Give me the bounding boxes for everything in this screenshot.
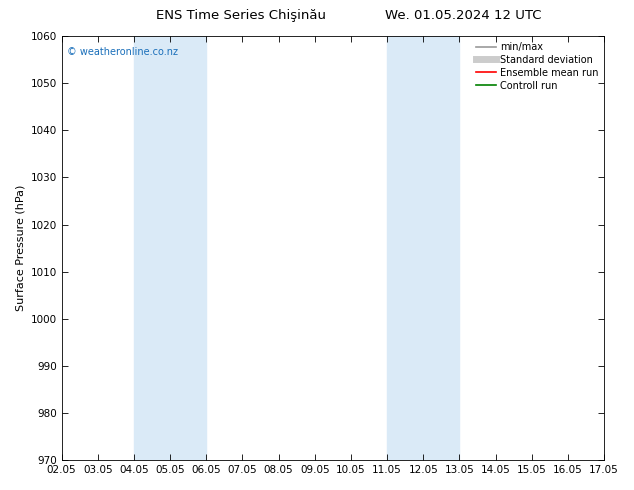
Legend: min/max, Standard deviation, Ensemble mean run, Controll run: min/max, Standard deviation, Ensemble me… <box>472 38 602 95</box>
Y-axis label: Surface Pressure (hPa): Surface Pressure (hPa) <box>15 185 25 311</box>
Bar <box>134 36 206 460</box>
Text: We. 01.05.2024 12 UTC: We. 01.05.2024 12 UTC <box>385 9 541 22</box>
Bar <box>387 36 460 460</box>
Text: ENS Time Series Chişinău: ENS Time Series Chişinău <box>156 9 326 22</box>
Text: © weatheronline.co.nz: © weatheronline.co.nz <box>67 47 178 57</box>
